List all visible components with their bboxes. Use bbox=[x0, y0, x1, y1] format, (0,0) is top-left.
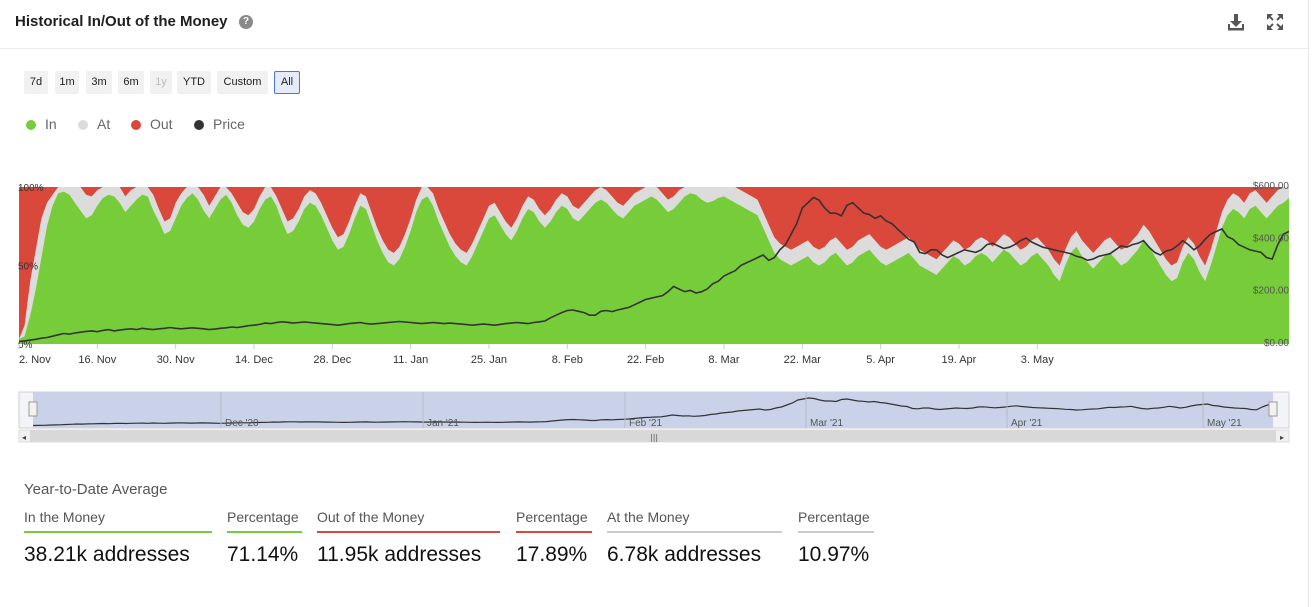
legend-label: In bbox=[45, 116, 57, 132]
x-axis-label: 19. Apr bbox=[941, 354, 976, 366]
legend-item-price[interactable]: Price bbox=[194, 116, 245, 132]
legend-dot-price bbox=[194, 120, 204, 130]
legend-item-in[interactable]: In bbox=[26, 116, 57, 132]
area-out bbox=[19, 187, 1289, 340]
navigator-label: Apr '21 bbox=[1011, 418, 1043, 429]
stat-out-percentage: Percentage 17.89% bbox=[516, 509, 592, 567]
x-axis-label: 28. Dec bbox=[313, 354, 351, 366]
in-out-money-chart: 100% 50% 0% $600.00 $400.00 $200.00 $0.00 2. No… bbox=[18, 181, 1290, 443]
scroll-left-arrow-icon[interactable]: ◂ bbox=[22, 433, 26, 442]
fullscreen-icon[interactable] bbox=[1266, 13, 1284, 31]
navigator-label: May '21 bbox=[1207, 418, 1242, 429]
y-axis-label-right: $0.00 bbox=[1264, 338, 1289, 349]
x-axis-label: 25. Jan bbox=[471, 354, 507, 366]
stat-label: At the Money bbox=[607, 509, 782, 533]
stat-value: 11.95k addresses bbox=[317, 543, 482, 566]
navigator-handle-right[interactable] bbox=[1268, 401, 1278, 417]
area-in bbox=[19, 191, 1289, 344]
legend-label: Out bbox=[150, 116, 173, 132]
y-axis-label-right: $200.00 bbox=[1253, 286, 1290, 297]
legend-item-out[interactable]: Out bbox=[131, 116, 173, 132]
x-axis-label: 8. Feb bbox=[552, 354, 583, 366]
stat-label: In the Money bbox=[24, 509, 212, 533]
scroll-right-arrow-icon[interactable]: ▸ bbox=[1280, 433, 1284, 442]
navigator-range[interactable] bbox=[33, 392, 1273, 428]
legend-dot-at bbox=[78, 120, 88, 130]
legend-item-at[interactable]: At bbox=[78, 116, 110, 132]
navigator-label: Jan '21 bbox=[427, 418, 459, 429]
navigator-price-line bbox=[32, 397, 1274, 427]
range-button-1y: 1y bbox=[150, 71, 172, 94]
stat-in-money: In the Money 38.21k addresses bbox=[24, 509, 212, 567]
download-icon[interactable] bbox=[1227, 13, 1245, 31]
card-header: Historical In/Out of the Money ? bbox=[0, 0, 1309, 49]
scrollbar-grip-icon: ||| bbox=[650, 433, 658, 442]
legend-label: At bbox=[97, 116, 111, 132]
range-button-all[interactable]: All bbox=[274, 71, 300, 94]
y-axis-label-left: 50% bbox=[18, 262, 38, 273]
range-button-1m[interactable]: 1m bbox=[55, 71, 79, 94]
navigator-handle-left[interactable] bbox=[28, 401, 38, 417]
chart-title: Historical In/Out of the Money bbox=[15, 13, 228, 30]
stat-label: Percentage bbox=[798, 509, 874, 533]
x-axis-label: 11. Jan bbox=[393, 354, 428, 366]
range-button-6m[interactable]: 6m bbox=[118, 71, 144, 94]
stat-value: 6.78k addresses bbox=[607, 543, 762, 566]
stat-value: 10.97% bbox=[798, 543, 870, 566]
range-button-custom[interactable]: Custom bbox=[217, 71, 268, 94]
y-axis-label-left: 0% bbox=[18, 340, 33, 351]
range-button-3m[interactable]: 3m bbox=[86, 71, 112, 94]
x-axis-label: 5. Apr bbox=[866, 354, 895, 366]
stat-label: Percentage bbox=[516, 509, 592, 533]
legend-label: Price bbox=[213, 116, 245, 132]
stats-title: Year-to-Date Average bbox=[24, 481, 168, 498]
stat-label: Out of the Money bbox=[317, 509, 500, 533]
navigator-label: Feb '21 bbox=[629, 418, 662, 429]
legend-dot-in bbox=[26, 120, 36, 130]
price-line bbox=[18, 196, 1290, 343]
stat-out-money: Out of the Money 11.95k addresses bbox=[317, 509, 500, 567]
help-icon[interactable]: ? bbox=[239, 15, 253, 29]
legend-dot-out bbox=[131, 120, 141, 130]
stat-at-percentage: Percentage 10.97% bbox=[798, 509, 874, 567]
stat-in-percentage: Percentage 71.14% bbox=[227, 509, 302, 567]
y-axis-label-right: $400.00 bbox=[1253, 233, 1290, 244]
y-axis-label-right: $600.00 bbox=[1253, 181, 1290, 192]
x-axis-label: 8. Mar bbox=[708, 354, 740, 366]
stat-value: 38.21k addresses bbox=[24, 543, 190, 566]
range-button-ytd[interactable]: YTD bbox=[177, 71, 211, 94]
navigator-label: Dec '20 bbox=[225, 418, 259, 429]
stat-at-money: At the Money 6.78k addresses bbox=[607, 509, 782, 567]
navigator-scrollbar-thumb[interactable] bbox=[30, 430, 1276, 442]
navigator-label: Mar '21 bbox=[810, 418, 843, 429]
x-axis-label: 22. Feb bbox=[627, 354, 664, 366]
stat-label: Percentage bbox=[227, 509, 302, 533]
stat-value: 17.89% bbox=[516, 543, 588, 566]
x-axis-label: 30. Nov bbox=[157, 354, 195, 366]
x-axis-label: 3. May bbox=[1021, 354, 1055, 366]
x-axis-label: 22. Mar bbox=[784, 354, 822, 366]
x-axis-label: 14. Dec bbox=[235, 354, 273, 366]
x-axis-label: 16. Nov bbox=[78, 354, 116, 366]
x-axis-label: 2. Nov bbox=[19, 354, 51, 366]
stat-value: 71.14% bbox=[227, 543, 299, 566]
range-button-7d[interactable]: 7d bbox=[24, 71, 48, 94]
y-axis-label-left: 100% bbox=[18, 183, 44, 194]
